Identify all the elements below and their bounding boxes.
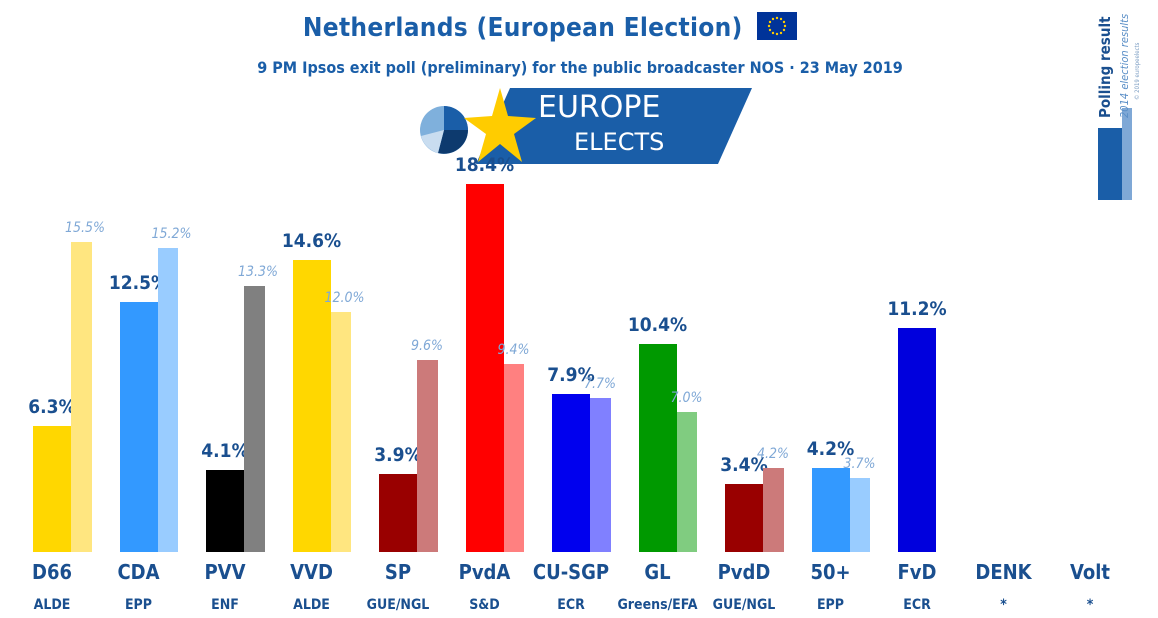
value-label-current: 18.4% xyxy=(454,154,515,176)
bar-current-gl xyxy=(638,344,677,552)
bar-2014-d66 xyxy=(71,242,92,552)
value-label-current: 14.6% xyxy=(281,230,342,252)
value-label-current: 12.5% xyxy=(108,272,169,294)
group-label: * xyxy=(1086,597,1094,613)
logo-text-elects: ELECTS xyxy=(574,128,665,156)
party-label: PvdD xyxy=(717,560,771,584)
bar-2014-pvda xyxy=(503,364,525,552)
bar-current-pvda xyxy=(465,184,504,552)
value-label-2014: 15.2% xyxy=(151,226,192,242)
party-label: SP xyxy=(384,560,412,584)
group-label: ENF xyxy=(211,597,239,613)
party-label: Volt xyxy=(1070,560,1110,584)
group-label: GUE/NGL xyxy=(366,597,430,613)
bar-current-vvd xyxy=(292,260,331,552)
bar-2014-gl xyxy=(676,412,698,552)
party-label: PVV xyxy=(204,560,246,584)
value-label-2014: 4.2% xyxy=(757,446,789,462)
bar-2014-pvdd xyxy=(763,468,784,552)
value-label-current: 4.2% xyxy=(806,438,855,460)
group-label: S&D xyxy=(469,597,500,613)
party-label: FvD xyxy=(897,560,937,584)
polling-result-badge xyxy=(1098,108,1132,200)
value-label-current: 3.9% xyxy=(374,444,422,466)
value-label-current: 4.1% xyxy=(201,440,249,462)
value-label-2014: 3.7% xyxy=(843,456,876,472)
group-label: EPP xyxy=(124,597,153,613)
value-label-current: 3.4% xyxy=(720,454,768,476)
bar-current-cu-sgp xyxy=(552,394,590,552)
bar-current-pvdd xyxy=(725,484,763,552)
party-label: D66 xyxy=(32,560,72,584)
bar-2014-cu-sgp xyxy=(590,398,611,552)
bar-current-50+ xyxy=(811,468,850,552)
value-label-2014: 9.4% xyxy=(497,342,530,358)
sidebar-label: Polling result xyxy=(1096,16,1114,118)
party-label: 50+ xyxy=(810,560,851,584)
group-label: ECR xyxy=(903,597,931,613)
party-label: CU-SGP xyxy=(532,560,610,584)
chart-subtitle: 9 PM Ipsos exit poll (preliminary) for t… xyxy=(257,58,903,77)
party-label: DENK xyxy=(975,560,1032,584)
value-label-current: 6.3% xyxy=(28,396,76,418)
chart-title: Netherlands (European Election) xyxy=(0,12,1100,43)
bar-2014-sp xyxy=(417,360,438,552)
sidebar-copyright: © 2019 europeelects xyxy=(1134,42,1141,100)
eu-flag-icon xyxy=(757,12,798,40)
europe-elects-logo xyxy=(420,88,752,164)
value-label-current: 7.9% xyxy=(547,364,595,386)
bar-2014-pvv xyxy=(244,286,265,552)
party-label: GL xyxy=(644,560,671,584)
group-label: ECR xyxy=(557,597,585,613)
value-label-current: 11.2% xyxy=(887,298,947,320)
group-label: EPP xyxy=(816,597,845,613)
bar-2014-vvd xyxy=(330,312,352,552)
value-label-2014: 15.5% xyxy=(65,220,106,236)
party-label: PvdA xyxy=(458,560,511,584)
party-label: CDA xyxy=(117,560,160,584)
group-label: * xyxy=(1000,597,1007,613)
bar-current-sp xyxy=(379,474,417,552)
bar-current-fvd xyxy=(898,328,936,552)
chart-title-text: Netherlands (European Election) xyxy=(302,13,743,43)
value-label-2014: 13.3% xyxy=(238,264,279,280)
value-label-2014: 12.0% xyxy=(324,290,365,306)
bar-current-d66 xyxy=(33,426,71,552)
bar-current-cda xyxy=(119,302,158,552)
value-label-2014: 7.0% xyxy=(670,390,703,406)
sidebar-sublabel: 2014 election results xyxy=(1118,13,1131,118)
group-label: Greens/EFA xyxy=(617,597,698,613)
group-label: ALDE xyxy=(33,597,71,613)
party-label: VVD xyxy=(290,560,333,584)
bar-2014-50+ xyxy=(849,478,871,552)
bar-current-pvv xyxy=(206,470,244,552)
value-label-current: 10.4% xyxy=(627,314,688,336)
bar-2014-cda xyxy=(157,248,179,552)
value-label-2014: 9.6% xyxy=(411,338,443,354)
value-label-2014: 7.7% xyxy=(584,376,616,392)
logo-text-europe: EUROPE xyxy=(538,90,661,125)
group-label: GUE/NGL xyxy=(712,597,776,613)
group-label: ALDE xyxy=(293,597,330,613)
